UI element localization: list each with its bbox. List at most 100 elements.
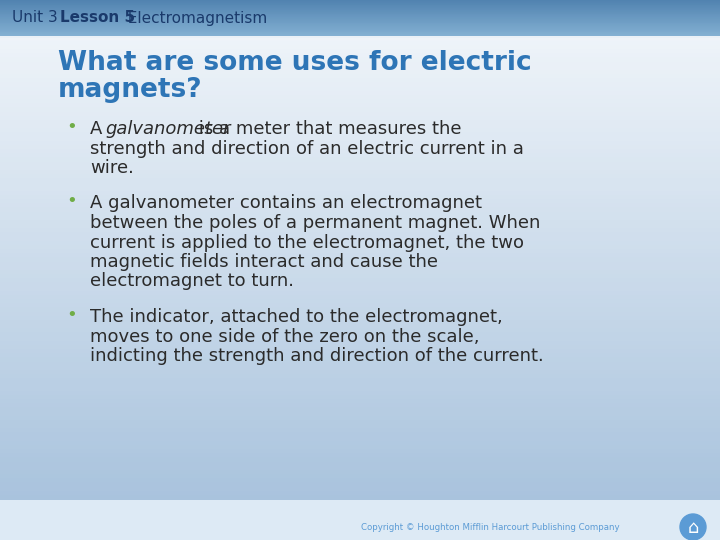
Bar — [0, 103, 720, 109]
Bar — [0, 241, 720, 246]
Bar — [0, 465, 720, 471]
Bar — [0, 111, 720, 117]
Bar — [0, 40, 720, 46]
Bar — [0, 353, 720, 359]
Bar — [0, 22, 720, 24]
Bar — [0, 174, 720, 179]
Circle shape — [680, 514, 706, 540]
Bar — [0, 116, 720, 121]
Bar — [0, 203, 720, 208]
Bar — [0, 18, 720, 20]
Bar — [0, 32, 720, 37]
Bar — [0, 382, 720, 388]
Bar — [0, 212, 720, 217]
Bar — [0, 157, 720, 163]
Text: galvanometer: galvanometer — [105, 120, 230, 138]
Bar — [0, 9, 720, 11]
Bar — [0, 470, 720, 475]
Bar — [0, 332, 720, 338]
Bar — [0, 345, 720, 350]
Bar — [0, 5, 720, 7]
Bar — [0, 124, 720, 129]
Bar — [0, 395, 720, 400]
Bar — [0, 341, 720, 346]
Bar — [0, 11, 720, 14]
Bar — [0, 78, 720, 83]
Bar — [0, 487, 720, 491]
Bar — [0, 28, 720, 30]
Bar — [0, 128, 720, 133]
Bar — [0, 457, 720, 462]
Bar — [0, 224, 720, 229]
Bar — [0, 8, 720, 12]
Bar — [0, 21, 720, 23]
Bar — [0, 31, 720, 33]
Bar — [0, 24, 720, 29]
Bar — [0, 70, 720, 75]
Text: is a meter that measures the: is a meter that measures the — [193, 120, 462, 138]
Bar — [0, 407, 720, 413]
Bar — [0, 49, 720, 54]
Bar — [0, 478, 720, 483]
Bar — [0, 320, 720, 325]
Text: What are some uses for electric: What are some uses for electric — [58, 50, 531, 76]
Bar — [0, 433, 720, 437]
Bar — [0, 295, 720, 300]
Bar — [0, 66, 720, 71]
Bar — [0, 53, 720, 58]
Bar — [0, 15, 720, 17]
Text: A: A — [90, 120, 108, 138]
Bar — [0, 86, 720, 92]
Bar — [0, 303, 720, 308]
Text: A galvanometer contains an electromagnet: A galvanometer contains an electromagnet — [90, 194, 482, 213]
Text: •: • — [66, 306, 77, 324]
Bar — [0, 82, 720, 87]
Bar — [0, 291, 720, 296]
Bar — [0, 287, 720, 292]
Text: The indicator, attached to the electromagnet,: The indicator, attached to the electroma… — [90, 308, 503, 326]
Bar — [0, 436, 720, 442]
Bar — [0, 38, 720, 500]
Bar — [0, 0, 720, 4]
Bar — [0, 33, 720, 35]
Bar — [0, 374, 720, 379]
Bar — [0, 45, 720, 50]
Bar — [0, 3, 720, 4]
Bar — [0, 37, 720, 42]
Bar — [0, 28, 720, 33]
Bar — [0, 161, 720, 167]
Bar — [0, 462, 720, 467]
Bar — [0, 261, 720, 267]
Bar — [0, 186, 720, 192]
Bar — [0, 17, 720, 19]
Text: moves to one side of the zero on the scale,: moves to one side of the zero on the sca… — [90, 327, 480, 346]
Bar — [0, 99, 720, 104]
Bar — [0, 191, 720, 196]
Bar — [0, 237, 720, 242]
Bar — [0, 474, 720, 479]
Bar — [0, 387, 720, 392]
Bar — [0, 166, 720, 171]
Bar — [0, 137, 720, 141]
Text: indicting the strength and direction of the current.: indicting the strength and direction of … — [90, 347, 544, 365]
Bar — [0, 3, 720, 8]
Bar — [0, 14, 720, 16]
Bar — [0, 24, 720, 26]
Bar — [0, 399, 720, 404]
Bar — [0, 16, 720, 21]
Bar — [0, 14, 720, 15]
Bar — [0, 282, 720, 287]
Bar — [0, 32, 720, 34]
Bar — [0, 199, 720, 204]
Bar — [0, 62, 720, 66]
Text: Unit 3: Unit 3 — [12, 10, 58, 25]
Text: magnetic fields interact and cause the: magnetic fields interact and cause the — [90, 253, 438, 271]
Text: current is applied to the electromagnet, the two: current is applied to the electromagnet,… — [90, 233, 524, 252]
Bar — [0, 20, 720, 25]
Bar — [0, 316, 720, 321]
Text: ⌂: ⌂ — [688, 519, 698, 537]
Bar — [0, 6, 720, 8]
Bar — [0, 274, 720, 279]
Text: strength and direction of an electric current in a: strength and direction of an electric cu… — [90, 139, 524, 158]
Bar — [0, 16, 720, 18]
